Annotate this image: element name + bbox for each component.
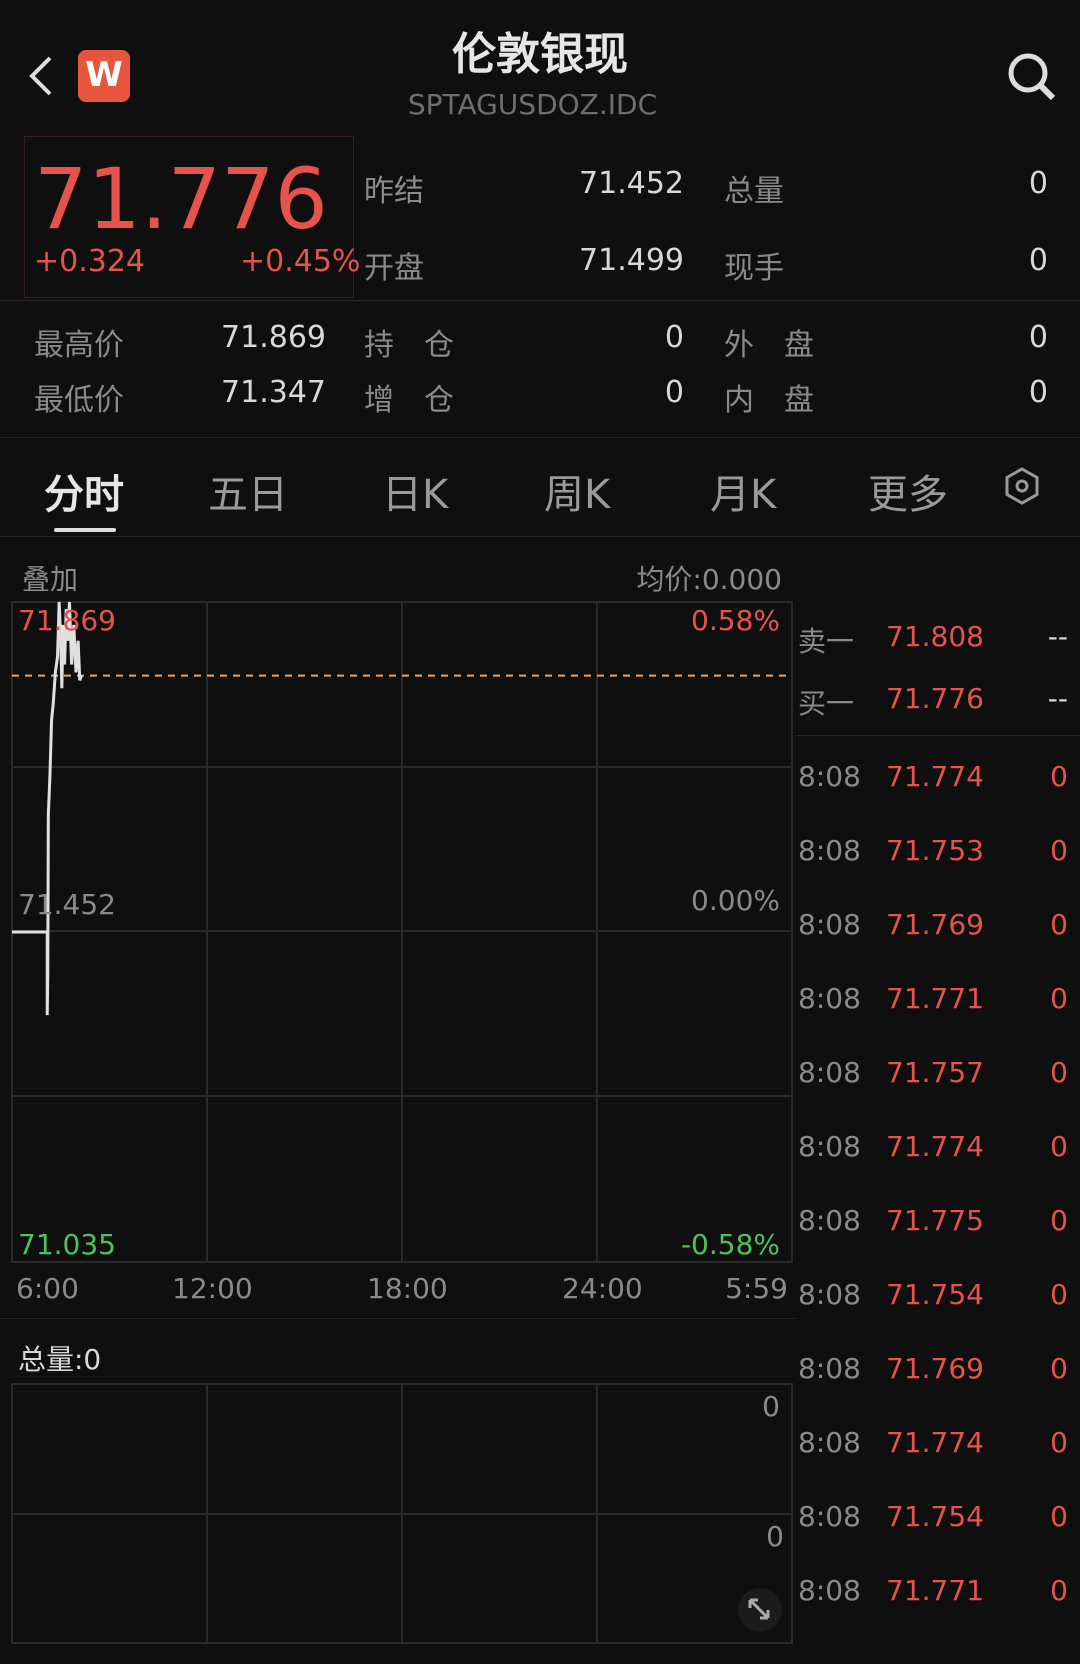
tick-price: 71.771 <box>886 982 984 1015</box>
tick-volume: 0 <box>1050 1130 1068 1163</box>
tab-weekly-k[interactable]: 周K <box>544 472 611 518</box>
tick-price: 71.771 <box>886 1574 984 1607</box>
field-label: 增 仓 <box>364 383 454 418</box>
tick-time: 8:08 <box>798 1278 861 1311</box>
tick-time: 8:08 <box>798 760 861 793</box>
tab-more[interactable]: 更多 <box>868 472 948 518</box>
tick-price: 71.774 <box>886 760 984 793</box>
tick-time: 8:08 <box>798 1056 861 1089</box>
tick-volume: 0 <box>1050 1278 1068 1311</box>
x-tick: 12:00 <box>172 1272 253 1305</box>
field-label: 内 盘 <box>724 383 814 418</box>
app-logo: W <box>78 50 130 102</box>
price-change-pct: +0.45% <box>240 244 361 279</box>
field-value: 0 <box>1028 375 1048 410</box>
tick-price: 71.774 <box>886 1426 984 1459</box>
instrument-code: SPTAGUSDOZ.IDC <box>407 88 658 121</box>
tick-price: 71.754 <box>886 1500 984 1533</box>
field-value: 0 <box>1028 166 1048 201</box>
tick-price: 71.754 <box>886 1278 984 1311</box>
volume-mid-label: 0 <box>766 1520 784 1553</box>
pct-label-top: 0.58% <box>691 604 780 637</box>
field-value: 71.347 <box>221 375 326 410</box>
tick-volume: 0 <box>1050 1352 1068 1385</box>
field-value: 71.499 <box>579 243 684 278</box>
x-tick: 6:00 <box>16 1272 79 1305</box>
field-label: 外 盘 <box>724 328 814 363</box>
price-change: +0.324 <box>34 244 146 279</box>
tab-monthly-k[interactable]: 月K <box>710 472 777 518</box>
page-title: 伦敦银现 <box>452 29 628 80</box>
orderbook-price: 71.808 <box>886 620 984 653</box>
x-tick: 5:59 <box>725 1272 788 1305</box>
tick-time: 8:08 <box>798 834 861 867</box>
tick-price: 71.753 <box>886 834 984 867</box>
tick-price: 71.757 <box>886 1056 984 1089</box>
expand-button[interactable] <box>738 1588 782 1632</box>
field-label: 总量 <box>724 174 784 209</box>
tick-time: 8:08 <box>798 908 861 941</box>
orderbook-volume: -- <box>1047 682 1068 715</box>
tick-price: 71.774 <box>886 1130 984 1163</box>
last-price: 71.776 <box>34 150 328 248</box>
tick-volume: 0 <box>1050 1056 1068 1089</box>
pct-label-bottom: -0.58% <box>680 1228 780 1261</box>
price-chart <box>11 601 793 1644</box>
field-label: 最高价 <box>34 328 124 363</box>
tick-volume: 0 <box>1050 760 1068 793</box>
tick-time: 8:08 <box>798 1426 861 1459</box>
orderbook-label: 卖一 <box>798 625 855 658</box>
field-value: 0 <box>1028 320 1048 355</box>
field-label: 开盘 <box>364 251 424 286</box>
y-label-bottom: 71.035 <box>18 1228 116 1261</box>
price-line <box>12 601 83 1016</box>
tick-time: 8:08 <box>798 1352 861 1385</box>
tick-time: 8:08 <box>798 1130 861 1163</box>
expand-icon <box>748 1598 770 1620</box>
volume-top-label: 0 <box>762 1390 780 1423</box>
overlay-button[interactable]: 叠加 <box>22 563 79 596</box>
active-tab-indicator <box>54 528 116 532</box>
tick-time: 8:08 <box>798 982 861 1015</box>
tick-volume: 0 <box>1050 1500 1068 1533</box>
price-box <box>24 136 354 298</box>
total-volume: 总量:0 <box>18 1343 102 1376</box>
tick-price: 71.769 <box>886 908 984 941</box>
back-icon[interactable] <box>26 54 56 98</box>
tick-time: 8:08 <box>798 1500 861 1533</box>
tab-five-day[interactable]: 五日 <box>208 472 288 518</box>
field-value: 0 <box>1028 243 1048 278</box>
field-label: 持 仓 <box>364 328 454 363</box>
field-value: 0 <box>664 320 684 355</box>
x-tick: 24:00 <box>562 1272 643 1305</box>
orderbook-label: 买一 <box>798 687 855 720</box>
tick-volume: 0 <box>1050 908 1068 941</box>
tick-volume: 0 <box>1050 834 1068 867</box>
avg-price: 均价:0.000 <box>636 563 782 596</box>
field-value: 71.452 <box>579 166 684 201</box>
tick-time: 8:08 <box>798 1204 861 1237</box>
tick-volume: 0 <box>1050 982 1068 1015</box>
tick-time: 8:08 <box>798 1574 861 1607</box>
settings-icon[interactable] <box>1002 466 1042 506</box>
field-value: 71.869 <box>221 320 326 355</box>
y-label-mid: 71.452 <box>18 888 116 921</box>
tick-volume: 0 <box>1050 1426 1068 1459</box>
tick-price: 71.769 <box>886 1352 984 1385</box>
x-tick: 18:00 <box>367 1272 448 1305</box>
pct-label-mid: 0.00% <box>691 884 780 917</box>
field-label: 最低价 <box>34 383 124 418</box>
orderbook-volume: -- <box>1047 620 1068 653</box>
tick-price: 71.775 <box>886 1204 984 1237</box>
y-label-top: 71.869 <box>18 604 116 637</box>
search-icon[interactable] <box>1005 50 1059 104</box>
tick-volume: 0 <box>1050 1204 1068 1237</box>
tab-daily-k[interactable]: 日K <box>382 472 449 518</box>
field-label: 现手 <box>724 251 784 286</box>
orderbook-price: 71.776 <box>886 682 984 715</box>
field-label: 昨结 <box>364 174 424 209</box>
tick-volume: 0 <box>1050 1574 1068 1607</box>
tab-intraday[interactable]: 分时 <box>44 472 124 518</box>
field-value: 0 <box>664 375 684 410</box>
